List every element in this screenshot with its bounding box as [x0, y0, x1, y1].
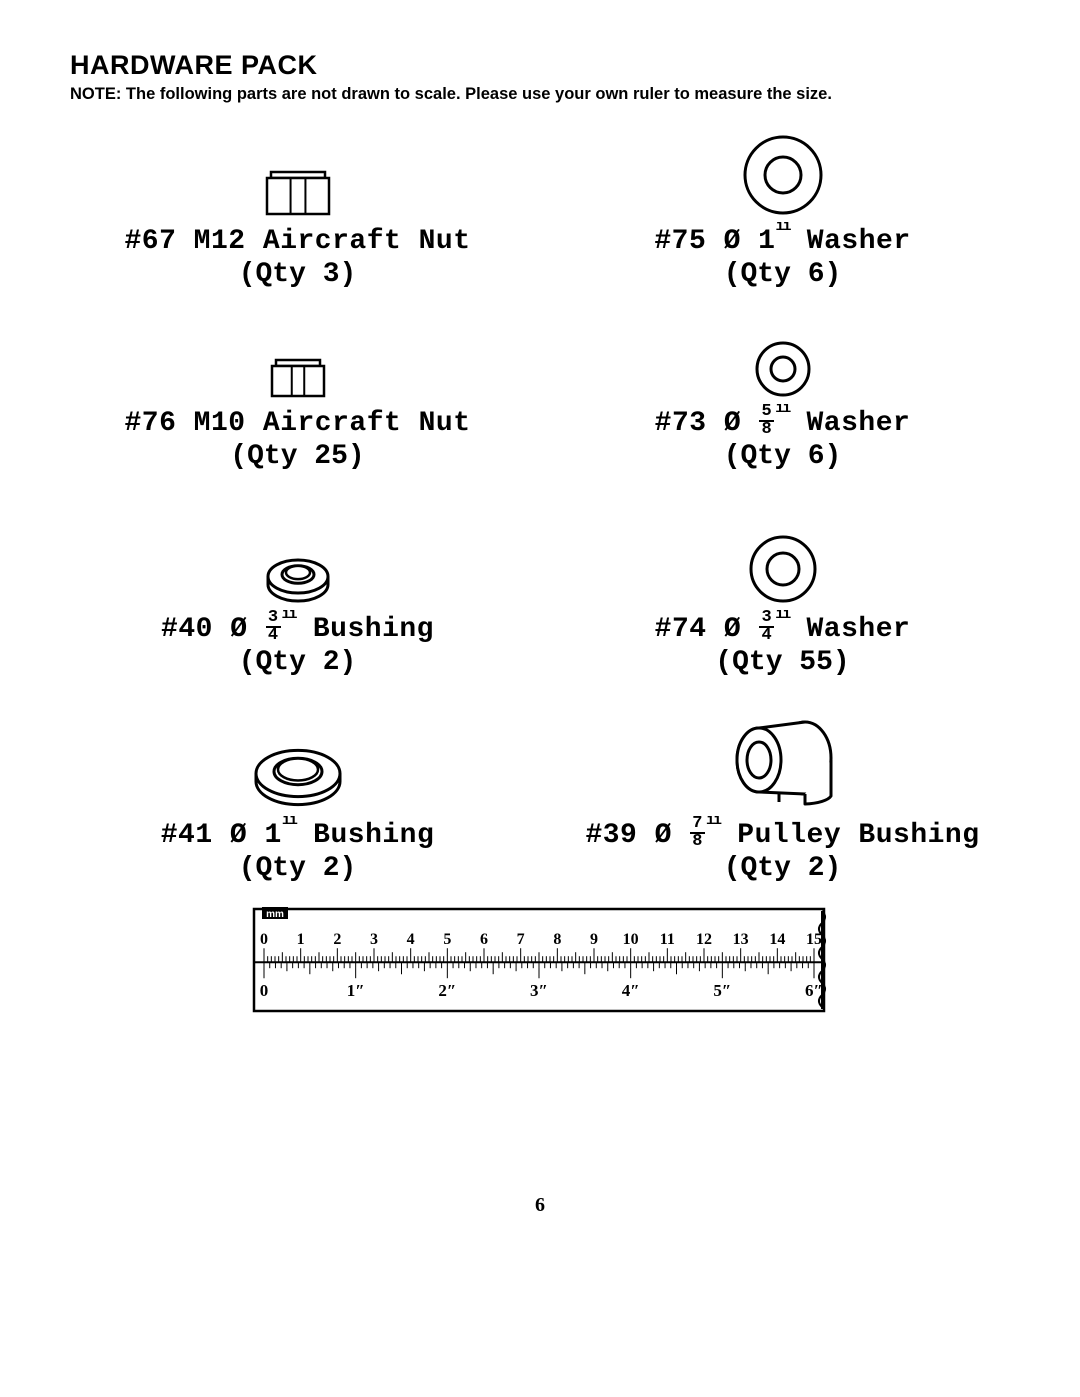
pulley-bushing-icon [723, 700, 843, 810]
svg-text:0: 0 [260, 981, 269, 1000]
part-label: #40 Ø 34ıı Bushing [161, 612, 434, 647]
svg-text:12: 12 [696, 931, 712, 948]
part-label: #67 M12 Aircraft Nut [124, 224, 470, 259]
part-qty: (Qty 6) [724, 259, 842, 290]
svg-text:13: 13 [733, 931, 749, 948]
part-label: #73 Ø 58ıı Washer [655, 406, 911, 441]
part-label: #76 M10 Aircraft Nut [124, 406, 470, 441]
part-qty: (Qty 25) [230, 441, 364, 472]
svg-text:4: 4 [407, 931, 415, 948]
part-label: #74 Ø 34ıı Washer [655, 612, 911, 647]
part-cell: #40 Ø 34ıı Bushing(Qty 2) [70, 494, 525, 678]
svg-text:2: 2 [333, 931, 341, 948]
part-qty: (Qty 2) [239, 853, 357, 884]
part-cell: #39 Ø 78ıı Pulley Bushing(Qty 2) [555, 700, 1010, 884]
svg-text:1″: 1″ [347, 981, 365, 1000]
svg-text:9: 9 [590, 931, 598, 948]
svg-text:mm: mm [266, 909, 284, 920]
part-label: #75 Ø 1ıı Washer [654, 224, 910, 259]
svg-text:7: 7 [517, 931, 525, 948]
washer-small-icon [754, 312, 812, 398]
part-qty: (Qty 55) [715, 647, 849, 678]
part-qty: (Qty 3) [239, 259, 357, 290]
bushing-small-icon [263, 494, 333, 604]
svg-text:3: 3 [370, 931, 378, 948]
part-cell: #41 Ø 1ıı Bushing(Qty 2) [70, 700, 525, 884]
nut-small-icon [269, 312, 327, 398]
part-qty: (Qty 2) [724, 853, 842, 884]
part-cell: #74 Ø 34ıı Washer(Qty 55) [555, 494, 1010, 678]
part-cell: #76 M10 Aircraft Nut(Qty 25) [70, 312, 525, 472]
svg-text:6: 6 [480, 931, 488, 948]
note-text: NOTE: The following parts are not drawn … [70, 85, 1010, 104]
svg-text:10: 10 [623, 931, 639, 948]
ruler: 0123456789101112131415 01″2″3″4″5″6″ mm [70, 902, 1010, 1018]
svg-text:5″: 5″ [713, 981, 731, 1000]
svg-text:14: 14 [769, 931, 785, 948]
svg-text:5: 5 [443, 931, 451, 948]
part-qty: (Qty 2) [239, 647, 357, 678]
svg-text:4″: 4″ [622, 981, 640, 1000]
part-cell: #67 M12 Aircraft Nut(Qty 3) [70, 130, 525, 290]
svg-text:11: 11 [660, 931, 675, 948]
page-title: HARDWARE PACK [70, 50, 1010, 81]
bushing-big-icon [251, 700, 345, 810]
svg-text:3″: 3″ [530, 981, 548, 1000]
svg-text:15: 15 [806, 931, 822, 948]
part-label: #41 Ø 1ıı Bushing [161, 818, 435, 853]
svg-text:2″: 2″ [438, 981, 456, 1000]
svg-text:1: 1 [297, 931, 305, 948]
part-cell: #75 Ø 1ıı Washer(Qty 6) [555, 130, 1010, 290]
svg-text:0: 0 [260, 931, 268, 948]
washer-mid-icon [748, 494, 818, 604]
part-label: #39 Ø 78ıı Pulley Bushing [585, 818, 979, 853]
parts-grid: #67 M12 Aircraft Nut(Qty 3) #75 Ø 1ıı Wa… [70, 130, 1010, 884]
svg-text:8: 8 [553, 931, 561, 948]
washer-big-icon [742, 130, 824, 216]
part-qty: (Qty 6) [724, 441, 842, 472]
page-number: 6 [0, 1194, 1080, 1217]
part-cell: #73 Ø 58ıı Washer(Qty 6) [555, 312, 1010, 472]
nut-big-icon [264, 130, 332, 216]
